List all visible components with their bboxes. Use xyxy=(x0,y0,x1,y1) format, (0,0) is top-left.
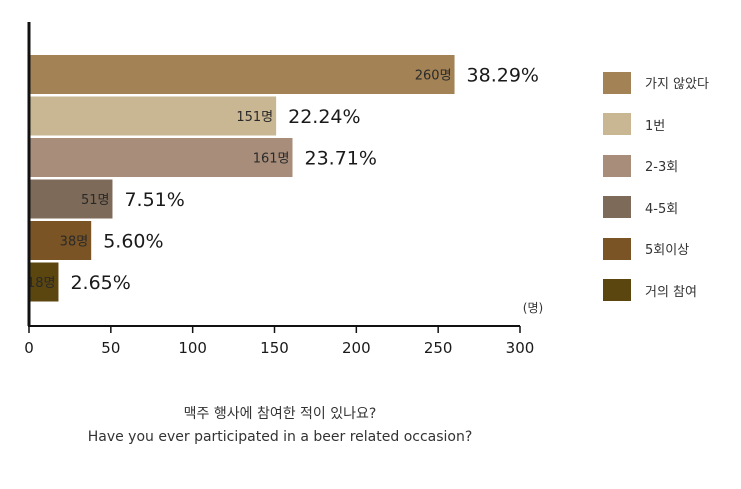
bar xyxy=(29,221,92,260)
legend-swatch xyxy=(603,237,631,260)
legend-label: 5회이상 xyxy=(645,243,690,259)
legend-label: 거의 참여 xyxy=(645,284,697,300)
unit-label: (명) xyxy=(523,301,543,315)
bar-percent-label: 38.29% xyxy=(467,65,539,87)
legend-label: 2-3회 xyxy=(645,160,679,176)
bar-percent-label: 7.51% xyxy=(124,189,184,211)
legend-item: 가지 않았다 xyxy=(603,62,709,104)
legend-item: 4-5회 xyxy=(603,187,709,229)
x-tick-label: 300 xyxy=(506,339,535,357)
legend-swatch xyxy=(603,279,631,302)
bar xyxy=(29,55,455,94)
bar xyxy=(29,262,59,302)
x-tick-label: 150 xyxy=(260,339,289,357)
legend-item: 5회이상 xyxy=(603,228,709,270)
legend-item: 거의 참여 xyxy=(603,270,709,312)
bar xyxy=(29,138,293,177)
bar xyxy=(29,96,277,136)
bar-percent-label: 2.65% xyxy=(70,272,130,294)
chart-subtitle: Have you ever participated in a beer rel… xyxy=(87,429,473,445)
legend-swatch xyxy=(603,196,631,219)
legend-swatch xyxy=(603,154,631,177)
x-tick-label: 100 xyxy=(178,339,207,357)
x-tick-label: 200 xyxy=(342,339,371,357)
bar-percent-label: 5.60% xyxy=(103,231,163,253)
bar-value-label: 18명 xyxy=(27,276,56,291)
legend-label: 1번 xyxy=(645,118,666,134)
bar-value-label: 38명 xyxy=(60,235,89,250)
legend-item: 1번 xyxy=(603,104,709,146)
x-tick-label: 250 xyxy=(424,339,453,357)
bar-value-label: 151명 xyxy=(236,110,273,125)
bar-value-label: 260명 xyxy=(415,69,452,84)
legend-item: 2-3회 xyxy=(603,145,709,187)
x-tick-label: 0 xyxy=(24,339,34,357)
chart-title: 맥주 행사에 참여한 적이 있나요? xyxy=(183,406,377,422)
bar-value-label: 51명 xyxy=(81,193,110,208)
legend-label: 가지 않았다 xyxy=(645,77,709,93)
bar xyxy=(29,179,113,219)
legend-swatch xyxy=(603,71,631,94)
legend-label: 4-5회 xyxy=(645,201,679,217)
x-tick-label: 50 xyxy=(101,339,120,357)
bar-percent-label: 23.71% xyxy=(305,148,377,170)
bar-value-label: 161명 xyxy=(253,152,290,167)
bar-percent-label: 22.24% xyxy=(288,106,360,128)
legend-swatch xyxy=(603,113,631,136)
